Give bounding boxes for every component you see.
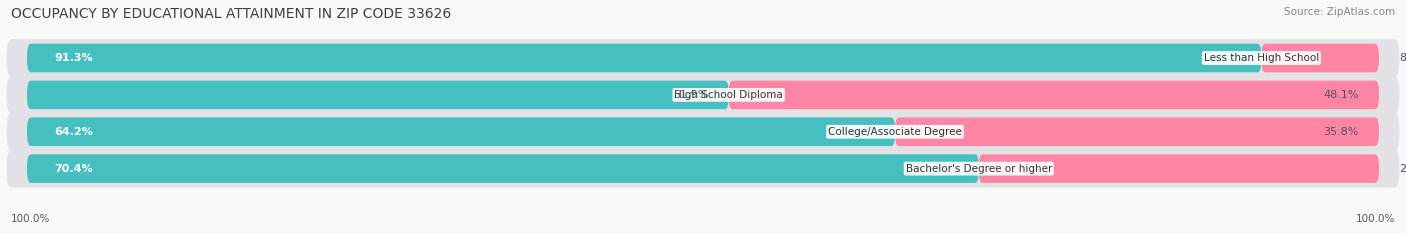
Text: 48.1%: 48.1% [1323,90,1358,100]
Text: OCCUPANCY BY EDUCATIONAL ATTAINMENT IN ZIP CODE 33626: OCCUPANCY BY EDUCATIONAL ATTAINMENT IN Z… [11,7,451,21]
FancyBboxPatch shape [27,81,728,109]
FancyBboxPatch shape [7,113,1399,151]
Text: 29.6%: 29.6% [1399,164,1406,174]
Text: 100.0%: 100.0% [1355,214,1395,224]
Text: 70.4%: 70.4% [53,164,93,174]
FancyBboxPatch shape [979,154,1379,183]
Text: Source: ZipAtlas.com: Source: ZipAtlas.com [1284,7,1395,17]
FancyBboxPatch shape [27,154,979,183]
FancyBboxPatch shape [728,81,1379,109]
Text: 91.3%: 91.3% [53,53,93,63]
Text: College/Associate Degree: College/Associate Degree [828,127,962,137]
FancyBboxPatch shape [896,117,1379,146]
Text: Less than High School: Less than High School [1204,53,1319,63]
Text: 100.0%: 100.0% [11,214,51,224]
FancyBboxPatch shape [27,117,896,146]
FancyBboxPatch shape [7,39,1399,77]
Text: High School Diploma: High School Diploma [675,90,783,100]
Text: 35.8%: 35.8% [1323,127,1358,137]
Text: 64.2%: 64.2% [53,127,93,137]
FancyBboxPatch shape [1261,44,1379,72]
Text: 51.9%: 51.9% [673,90,709,100]
Text: 8.7%: 8.7% [1399,53,1406,63]
FancyBboxPatch shape [7,150,1399,188]
FancyBboxPatch shape [27,44,1261,72]
FancyBboxPatch shape [7,76,1399,114]
Text: Bachelor's Degree or higher: Bachelor's Degree or higher [905,164,1052,174]
